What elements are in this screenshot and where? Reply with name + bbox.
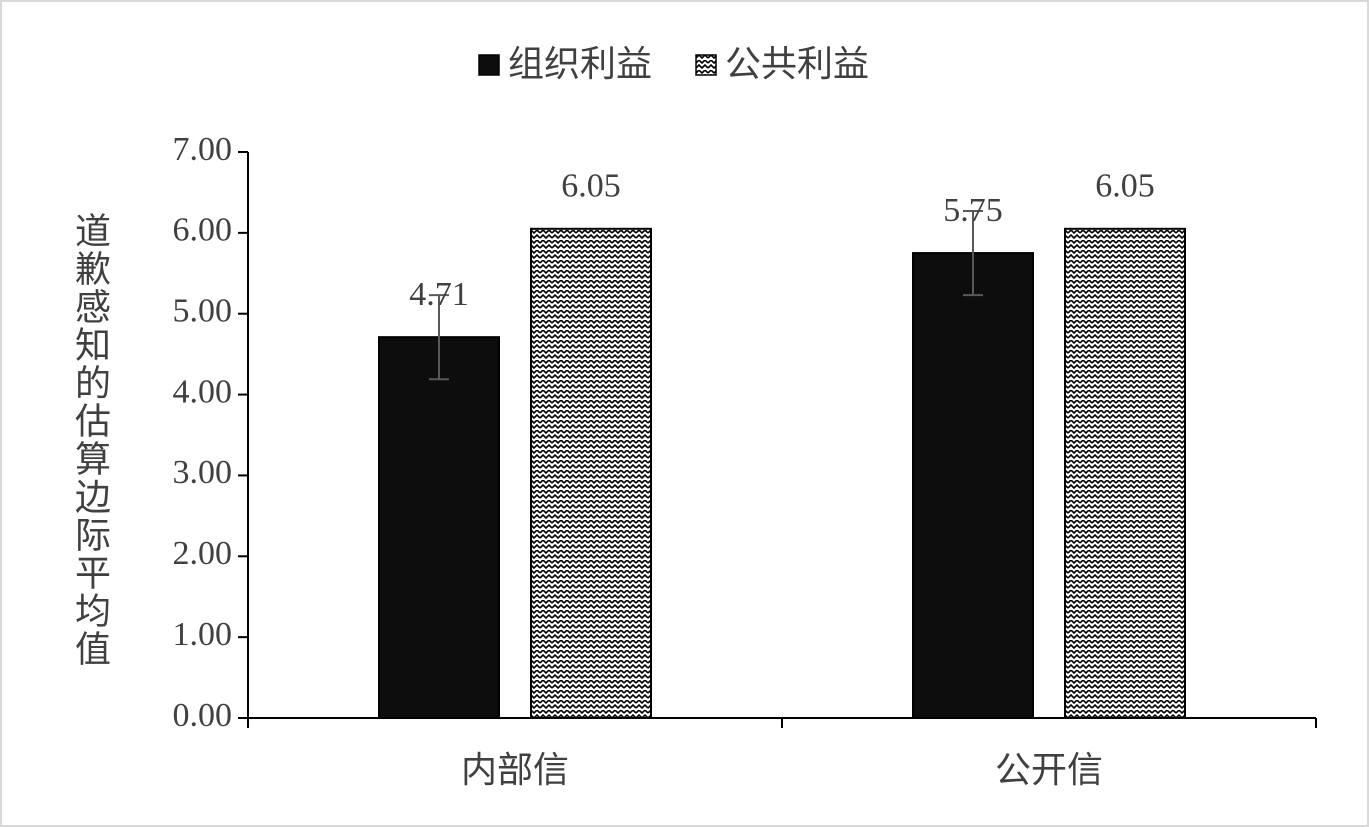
y-axis-title: 道歉感知的估算边际平均值	[69, 212, 111, 668]
y-tick-label: 4.00	[173, 373, 233, 410]
y-tick-label: 3.00	[173, 454, 233, 491]
legend-label: 公共利益	[725, 44, 869, 85]
legend-swatch	[695, 54, 717, 76]
bar	[530, 227, 652, 719]
legend-label: 组织利益	[508, 44, 652, 85]
bar	[378, 336, 500, 719]
x-tick-label: 内部信	[461, 750, 569, 791]
legend-swatch	[478, 54, 500, 76]
data-label: 6.05	[561, 168, 621, 205]
y-tick-label: 5.00	[173, 293, 233, 330]
data-label: 5.75	[943, 192, 1003, 229]
bar	[912, 252, 1034, 719]
error-bar	[963, 210, 983, 297]
data-label: 6.05	[1095, 168, 1155, 205]
error-bar	[429, 294, 449, 381]
y-tick-label: 1.00	[173, 616, 233, 653]
bar	[1064, 227, 1186, 719]
y-tick-label: 6.00	[173, 212, 233, 249]
x-tick-label: 公开信	[995, 750, 1103, 791]
data-label: 4.71	[409, 276, 469, 313]
y-tick-label: 7.00	[173, 131, 233, 168]
y-tick-label: 2.00	[173, 535, 233, 572]
y-tick-label: 0.00	[173, 697, 233, 734]
